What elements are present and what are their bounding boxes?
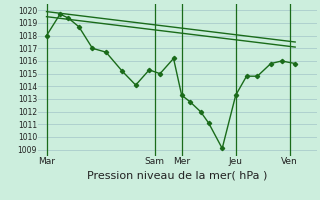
X-axis label: Pression niveau de la mer( hPa ): Pression niveau de la mer( hPa ) — [87, 171, 268, 181]
